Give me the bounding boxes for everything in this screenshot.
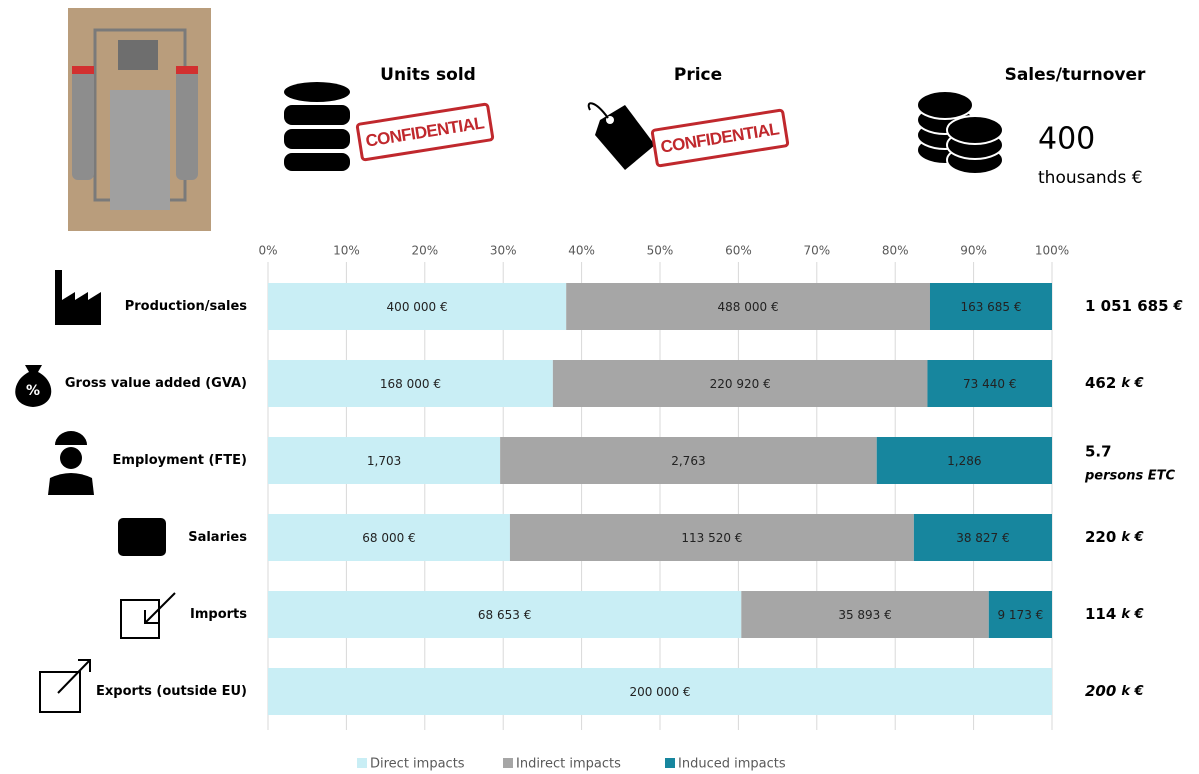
exports-icon bbox=[39, 659, 91, 713]
imports-icon bbox=[120, 592, 176, 639]
header-unit: thousands € bbox=[1038, 168, 1143, 188]
bar-segment bbox=[566, 283, 930, 330]
x-tick-label: 60% bbox=[725, 244, 752, 258]
bar-segment bbox=[927, 360, 1052, 407]
bar-segment bbox=[268, 514, 510, 561]
total-unit: persons ETC bbox=[1084, 469, 1175, 484]
device-photo bbox=[68, 8, 211, 231]
svg-text:%: % bbox=[26, 383, 40, 399]
legend-swatch bbox=[665, 758, 675, 768]
total-unit: k € bbox=[1121, 376, 1143, 391]
legend-swatch bbox=[357, 758, 367, 768]
value-label: 1,286 bbox=[947, 454, 981, 468]
x-tick-label: 80% bbox=[882, 244, 909, 258]
header-title: Sales/turnover bbox=[1005, 65, 1146, 85]
total-value: 220 bbox=[1085, 528, 1116, 546]
money-bag-icon: % bbox=[15, 365, 52, 407]
value-label: 488 000 € bbox=[718, 300, 779, 314]
total-value: 200 bbox=[1085, 682, 1116, 700]
header-title: Price bbox=[674, 65, 722, 85]
x-tick-label: 100% bbox=[1035, 244, 1069, 258]
total-value: 462 bbox=[1085, 374, 1116, 392]
value-label: 68 000 € bbox=[362, 531, 415, 545]
stamp-border bbox=[355, 102, 495, 162]
value-label: 168 000 € bbox=[380, 377, 441, 391]
value-label: 73 440 € bbox=[963, 377, 1016, 391]
x-tick-label: 0% bbox=[258, 244, 277, 258]
bar-segment bbox=[876, 437, 1052, 484]
value-label: 68 653 € bbox=[478, 608, 531, 622]
value-label: 2,763 bbox=[671, 454, 705, 468]
total-value: 1 051 685 bbox=[1085, 297, 1169, 315]
x-tick-label: 90% bbox=[960, 244, 987, 258]
database-icon bbox=[284, 82, 350, 171]
bar-segment bbox=[929, 283, 1052, 330]
coins-icon bbox=[916, 90, 1004, 175]
bar-segment bbox=[913, 514, 1052, 561]
confidential-stamp: CONFIDENTIAL bbox=[355, 102, 495, 162]
value-label: 200 000 € bbox=[629, 685, 690, 699]
value-label: 38 827 € bbox=[956, 531, 1009, 545]
total-unit: k € bbox=[1121, 607, 1143, 622]
tag-icon bbox=[587, 102, 655, 170]
x-tick-label: 40% bbox=[568, 244, 595, 258]
total-value: 114 bbox=[1085, 605, 1116, 623]
bar-segment bbox=[741, 591, 989, 638]
value-label: 163 685 € bbox=[960, 300, 1021, 314]
category-label: Salaries bbox=[188, 530, 247, 545]
bar-segment bbox=[268, 437, 501, 484]
total-unit: k € bbox=[1121, 530, 1143, 545]
bar-segment bbox=[268, 668, 1052, 715]
x-tick-label: 20% bbox=[411, 244, 438, 258]
confidential-stamp: CONFIDENTIAL bbox=[650, 108, 790, 168]
value-label: 113 520 € bbox=[681, 531, 742, 545]
bar-segment bbox=[509, 514, 914, 561]
header-value: 400 bbox=[1038, 122, 1095, 157]
bar-segment bbox=[552, 360, 928, 407]
legend-label: Direct impacts bbox=[370, 757, 465, 772]
bar-segment bbox=[268, 591, 742, 638]
stamp-text: CONFIDENTIAL bbox=[364, 113, 485, 151]
total-value: 5.7 bbox=[1085, 443, 1112, 461]
value-label: 35 893 € bbox=[838, 608, 891, 622]
bar-segment bbox=[988, 591, 1052, 638]
value-label: 220 920 € bbox=[710, 377, 771, 391]
header-title: Units sold bbox=[380, 65, 476, 85]
worker-icon bbox=[48, 431, 94, 495]
category-label: Production/sales bbox=[125, 299, 248, 314]
x-tick-label: 50% bbox=[647, 244, 674, 258]
value-label: 400 000 € bbox=[387, 300, 448, 314]
value-label: 9 173 € bbox=[997, 608, 1043, 622]
total-unit: k € bbox=[1121, 684, 1143, 699]
category-label: Employment (FTE) bbox=[113, 453, 247, 468]
factory-icon bbox=[55, 270, 101, 325]
x-tick-label: 30% bbox=[490, 244, 517, 258]
stamp-border bbox=[650, 108, 790, 168]
x-tick-label: 10% bbox=[333, 244, 360, 258]
category-label: Exports (outside EU) bbox=[96, 684, 247, 699]
category-label: Gross value added (GVA) bbox=[65, 376, 247, 391]
wallet-icon bbox=[118, 518, 166, 556]
bar-segment bbox=[268, 283, 567, 330]
x-tick-label: 70% bbox=[803, 244, 830, 258]
legend-label: Indirect impacts bbox=[516, 757, 621, 772]
bar-segment bbox=[268, 360, 553, 407]
category-label: Imports bbox=[190, 607, 247, 622]
legend-swatch bbox=[503, 758, 513, 768]
value-label: 1,703 bbox=[367, 454, 401, 468]
bar-segment bbox=[500, 437, 877, 484]
stamp-text: CONFIDENTIAL bbox=[659, 119, 780, 157]
total-unit: € bbox=[1173, 299, 1183, 314]
legend-label: Induced impacts bbox=[678, 757, 786, 772]
